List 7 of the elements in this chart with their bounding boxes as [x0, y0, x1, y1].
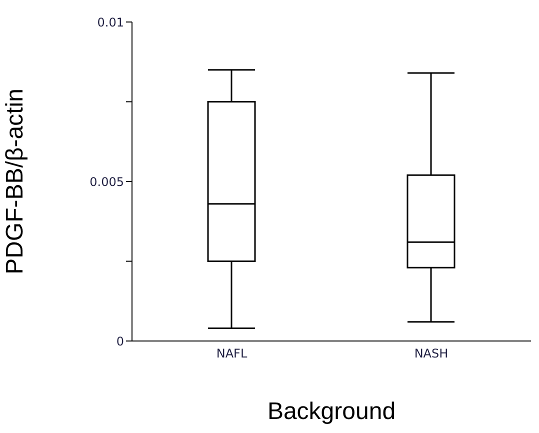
y-tick-label: 0 — [116, 334, 124, 348]
x-tick-label: NASH — [414, 346, 448, 361]
x-axis-title: Background — [267, 398, 396, 425]
x-tick-label: NAFL — [216, 346, 248, 361]
y-axis-title: PDGF-BB/β-actin — [2, 88, 29, 274]
y-tick-label: 0.01 — [97, 15, 124, 30]
y-tick-label: 0.005 — [90, 174, 124, 189]
